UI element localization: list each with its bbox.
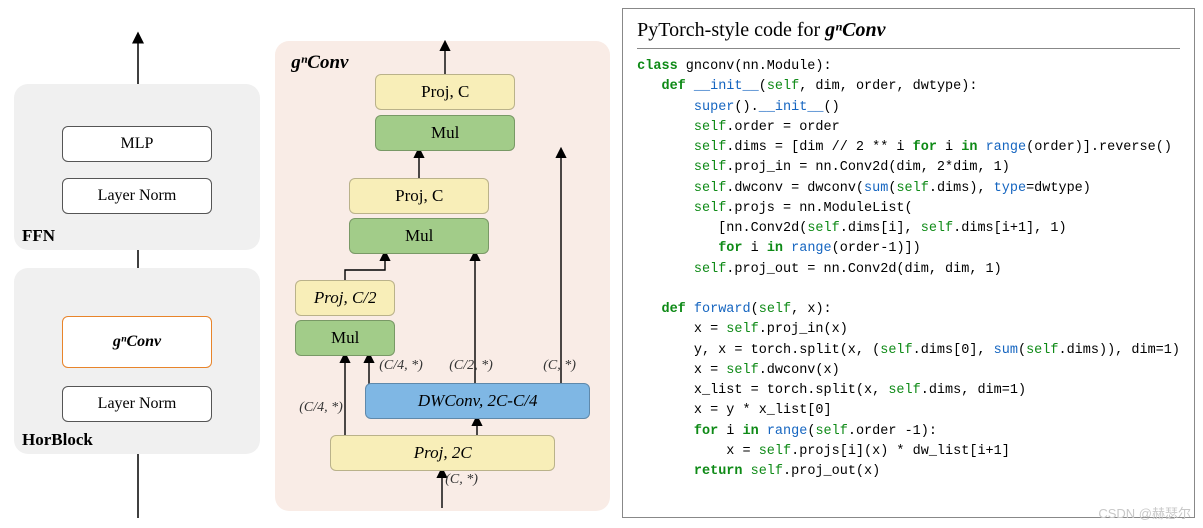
edge-c: (C, *) bbox=[543, 358, 576, 374]
ffn-layernorm-block: Layer Norm bbox=[62, 178, 212, 214]
code-title-em: gⁿConv bbox=[825, 19, 885, 41]
proj-c-top: Proj, C bbox=[375, 74, 515, 110]
mul-top: Mul bbox=[375, 115, 515, 151]
ffn-label: FFN bbox=[22, 226, 55, 246]
proj-c-top-label: Proj, C bbox=[421, 82, 469, 101]
code-title: PyTorch-style code for gⁿConv bbox=[637, 19, 1180, 49]
proj-2c-label: Proj, 2C bbox=[414, 443, 472, 462]
mul-bot-label: Mul bbox=[331, 328, 359, 347]
edge-c4-a: (C/4, *) bbox=[379, 358, 423, 374]
mul-top-label: Mul bbox=[431, 123, 459, 142]
watermark: CSDN @赫瑟尔 bbox=[1098, 503, 1191, 522]
proj-c2: Proj, C/2 bbox=[295, 280, 395, 316]
edge-c2: (C/2, *) bbox=[449, 358, 493, 374]
proj-c2-label: Proj, C/2 bbox=[314, 288, 377, 307]
code-title-prefix: PyTorch-style code for bbox=[637, 19, 825, 41]
dwconv: DWConv, 2C-C/4 bbox=[365, 383, 590, 419]
horblock-layernorm-block: Layer Norm bbox=[62, 386, 212, 422]
mul-mid: Mul bbox=[349, 218, 489, 254]
figure-container: FFN MLP Layer Norm HorBlock gⁿConv Layer… bbox=[0, 0, 1203, 526]
mul-mid-label: Mul bbox=[405, 226, 433, 245]
proj-2c: Proj, 2C bbox=[330, 435, 555, 471]
code-panel: PyTorch-style code for gⁿConv class gnco… bbox=[622, 8, 1195, 518]
code-body: class gnconv(nn.Module): def __init__(se… bbox=[637, 57, 1180, 482]
edge-c-in: (C, *) bbox=[445, 472, 478, 488]
proj-c-mid-label: Proj, C bbox=[395, 186, 443, 205]
gnconv-diagram: gⁿConv bbox=[275, 8, 614, 518]
mlp-block: MLP bbox=[62, 126, 212, 162]
mul-bot: Mul bbox=[295, 320, 395, 356]
proj-c-mid: Proj, C bbox=[349, 178, 489, 214]
dwconv-label: DWConv, 2C-C/4 bbox=[418, 391, 538, 410]
gnconv-block: gⁿConv bbox=[62, 316, 212, 368]
horblock-diagram: FFN MLP Layer Norm HorBlock gⁿConv Layer… bbox=[8, 8, 267, 518]
horblock-label: HorBlock bbox=[22, 430, 93, 450]
edge-c4-b: (C/4, *) bbox=[299, 400, 343, 416]
